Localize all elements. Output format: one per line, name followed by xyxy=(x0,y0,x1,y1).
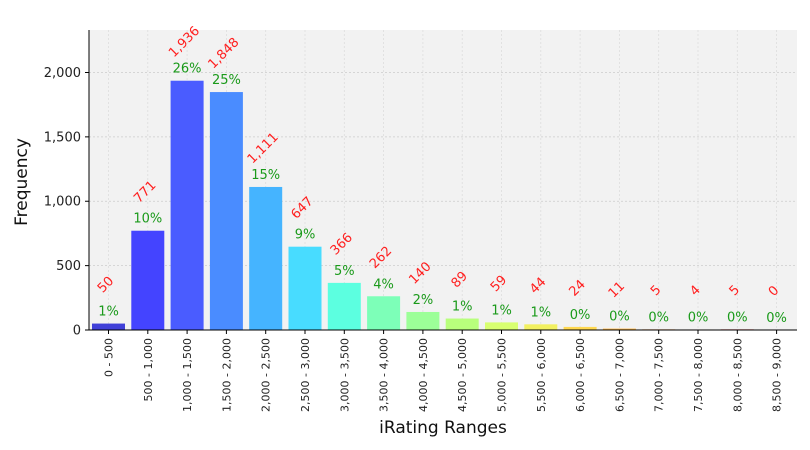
y-tick-label: 1,500 xyxy=(44,130,81,145)
percent-label: 0% xyxy=(570,308,591,323)
bar xyxy=(406,311,440,330)
x-tick-label: 8,000 - 8,500 xyxy=(731,338,744,412)
percent-label: 0% xyxy=(648,310,669,325)
bar xyxy=(209,92,243,330)
x-tick-label: 500 - 1,000 xyxy=(142,338,155,401)
percent-label: 0% xyxy=(688,310,709,325)
percent-label: 0% xyxy=(609,310,630,325)
bar xyxy=(92,323,125,330)
bar xyxy=(170,80,204,330)
x-tick-label: 6,000 - 6,500 xyxy=(574,338,587,412)
bar xyxy=(485,322,518,330)
percent-label: 0% xyxy=(727,310,748,325)
percent-label: 15% xyxy=(251,168,280,183)
x-tick-label: 7,000 - 7,500 xyxy=(653,338,666,412)
x-axis-title: iRating Ranges xyxy=(379,418,507,438)
x-tick-label: 5,000 - 5,500 xyxy=(496,338,509,412)
bar xyxy=(524,324,558,330)
percent-label: 25% xyxy=(212,73,241,88)
y-tick-label: 0 xyxy=(73,324,81,339)
x-tick-label: 4,000 - 4,500 xyxy=(417,338,430,412)
percent-label: 0% xyxy=(766,311,787,326)
percent-label: 1% xyxy=(98,305,119,320)
bar xyxy=(327,282,361,330)
percent-label: 26% xyxy=(173,62,202,77)
axes xyxy=(88,30,797,331)
x-tick-label: 3,500 - 4,000 xyxy=(378,338,391,412)
percent-label: 2% xyxy=(413,293,434,308)
bar xyxy=(367,296,401,330)
x-tick-label: 1,000 - 1,500 xyxy=(181,338,194,412)
x-tick-label: 5,500 - 6,000 xyxy=(535,338,548,412)
y-ticks: 0 500 1,000 1,500 2,000 xyxy=(44,66,89,339)
x-tick-label: 2,500 - 3,000 xyxy=(299,338,312,412)
x-tick-label: 6,500 - 7,000 xyxy=(613,338,626,412)
percent-label: 1% xyxy=(491,303,512,318)
y-tick-label: 2,000 xyxy=(44,66,81,81)
x-tick-label: 2,000 - 2,500 xyxy=(260,338,273,412)
percent-label: 1% xyxy=(452,300,473,315)
x-tick-label: 7,500 - 8,000 xyxy=(692,338,705,412)
bar xyxy=(249,186,283,330)
percent-label: 10% xyxy=(133,212,162,227)
percent-label: 9% xyxy=(295,228,316,243)
plot-background xyxy=(89,30,797,330)
bar xyxy=(563,326,597,330)
x-tick-label: 1,500 - 2,000 xyxy=(220,338,233,412)
bar xyxy=(602,328,636,330)
x-tick-label: 8,500 - 9,000 xyxy=(771,338,784,412)
y-tick-label: 1,000 xyxy=(44,195,81,210)
y-axis-title: Frequency xyxy=(12,138,32,226)
bar xyxy=(288,246,322,330)
x-tick-label: 4,500 - 5,000 xyxy=(456,338,469,412)
bars xyxy=(92,80,754,330)
bar xyxy=(131,230,165,330)
x-ticks: 0 - 500 500 - 1,000 1,000 - 1,500 1,500 - 2… xyxy=(103,330,784,412)
percent-label: 5% xyxy=(334,264,355,279)
x-tick-label: 3,000 - 3,500 xyxy=(338,338,351,412)
percent-label: 1% xyxy=(530,305,551,320)
y-tick-label: 500 xyxy=(56,259,81,274)
percent-label: 4% xyxy=(373,277,394,292)
bar xyxy=(445,318,479,330)
x-tick-label: 0 - 500 xyxy=(103,338,116,377)
